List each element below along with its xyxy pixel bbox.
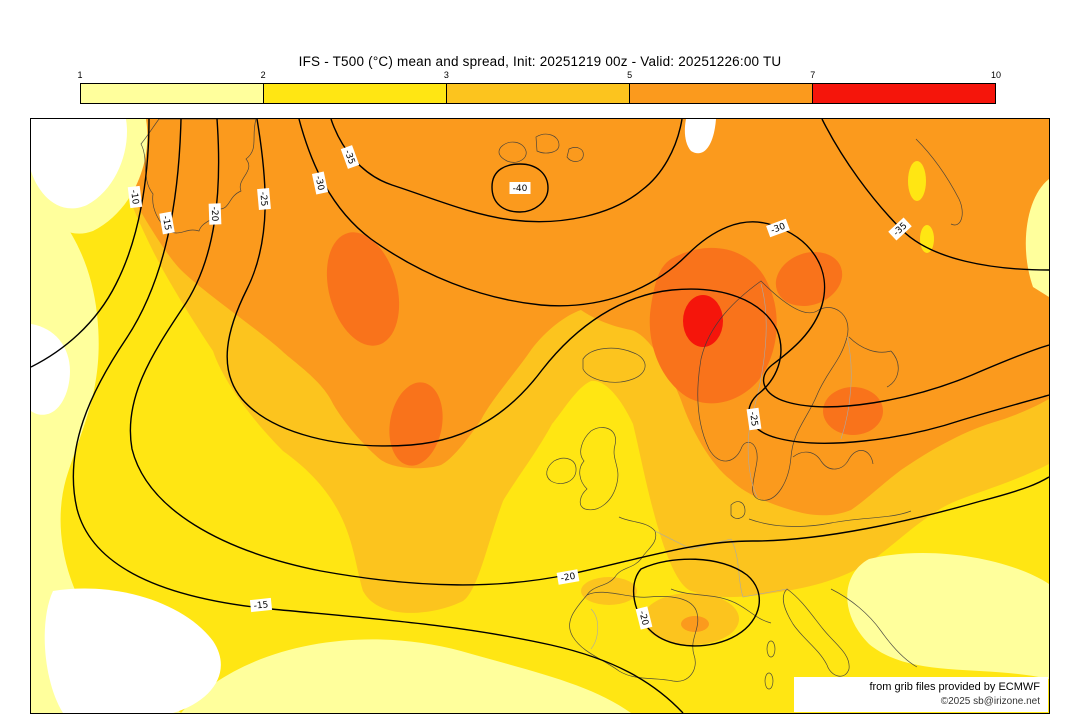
- svg-text:-15: -15: [253, 600, 269, 611]
- contour-minus15: [72, 119, 684, 713]
- colorbar-tick: 3: [443, 70, 449, 80]
- mediterranean-coast: [670, 588, 772, 624]
- contour-minus40-closed: [491, 163, 549, 213]
- low-spread-region: [847, 553, 1049, 679]
- svg-text:-15: -15: [160, 215, 172, 231]
- spread-below-1-regions: [31, 119, 716, 713]
- svg-text:-20: -20: [636, 610, 649, 627]
- greenland-coast: [140, 119, 257, 234]
- contour-label: -10: [127, 185, 143, 209]
- max-spread-red-spot: [683, 295, 723, 347]
- contour-label: -35: [340, 145, 360, 169]
- europe-west-coast: [586, 516, 657, 596]
- country-border: [840, 336, 852, 440]
- colorbar-ticks: 1 2 3 5 7 10: [77, 70, 1001, 83]
- contour-minus10: [31, 119, 150, 368]
- white-region: [44, 588, 221, 713]
- uk-coast: [579, 427, 619, 511]
- italy-coast: [782, 588, 850, 677]
- contour-minus20: [129, 119, 1049, 586]
- colorbar-segment: [629, 84, 812, 103]
- ireland-coast: [546, 457, 577, 484]
- contour-labels-group: -10 -15 -20 -25 -30 -35 -40 -30 -35: [127, 145, 912, 630]
- denmark-coast: [730, 501, 746, 519]
- colorbar-segment: [81, 84, 263, 103]
- high-spread-blob: [326, 232, 400, 346]
- sardinia-coast: [764, 672, 774, 690]
- high-spread-blob: [775, 251, 843, 307]
- svg-text:-25: -25: [257, 191, 268, 207]
- colorbar: 1 2 3 5 7 10: [77, 70, 1001, 104]
- white-region: [684, 119, 716, 154]
- high-spread-blob: [823, 387, 883, 435]
- colorbar-tick: 2: [260, 70, 266, 80]
- map-frame: -10 -15 -20 -25 -30 -35 -40 -30 -35: [30, 118, 1050, 714]
- svg-text:-10: -10: [128, 189, 140, 205]
- country-border: [590, 608, 599, 650]
- svg-text:-20: -20: [560, 572, 576, 584]
- novaya-zemlya-coast: [915, 138, 963, 226]
- colorbar-segment: [263, 84, 446, 103]
- white-region: [31, 119, 127, 209]
- iceland-coast: [582, 347, 646, 383]
- contour-label: -15: [249, 597, 273, 613]
- contour-minus35: [330, 119, 683, 223]
- corsica-coast: [766, 640, 776, 658]
- colorbar-tick: 7: [810, 70, 816, 80]
- contour-label: -20: [635, 606, 653, 630]
- colorbar-tick: 5: [627, 70, 633, 80]
- contour-label: -15: [159, 211, 175, 235]
- low-spread-region: [181, 639, 631, 713]
- white-region: [31, 324, 70, 415]
- svg-text:-40: -40: [513, 184, 528, 194]
- svalbard-coast: [498, 133, 584, 163]
- spread-5-7-region: [91, 119, 1049, 516]
- spread-patch: [920, 225, 934, 253]
- iberia-coast: [569, 591, 699, 682]
- spread-patch: [581, 577, 637, 605]
- spread-fill-layer: [31, 119, 1049, 713]
- baltic-coast: [748, 336, 912, 527]
- contour-label: -25: [257, 188, 271, 210]
- credits-source-line: from grib files provided by ECMWF: [869, 681, 1040, 693]
- colorbar-segment: [812, 84, 995, 103]
- contour-label: -30: [766, 218, 790, 238]
- colorbar-tick: 10: [990, 70, 1002, 80]
- contour-label: -20: [208, 203, 222, 225]
- weather-map: -10 -15 -20 -25 -30 -35 -40 -30 -35: [31, 119, 1049, 713]
- contour-label: -20: [556, 569, 580, 585]
- contour-label: -40: [509, 182, 531, 194]
- svg-text:-25: -25: [747, 411, 759, 427]
- contour-label: -30: [311, 171, 329, 195]
- spread-patch-iberia-core: [681, 616, 709, 632]
- low-spread-region: [1025, 179, 1049, 297]
- svg-text:-30: -30: [770, 222, 787, 237]
- colorbar-segment: [446, 84, 629, 103]
- balkans-coast: [830, 588, 918, 668]
- svg-text:-35: -35: [342, 149, 356, 166]
- spread-patch: [908, 161, 926, 201]
- colorbar-tick: 1: [77, 70, 83, 80]
- country-border: [730, 538, 788, 598]
- scandinavia-coast: [697, 280, 849, 501]
- contour-minus25: [226, 119, 1049, 447]
- contour-label: -25: [746, 407, 762, 431]
- credits: from grib files provided by ECMWF ©2025 …: [794, 677, 1048, 712]
- low-spread-region: [31, 189, 181, 713]
- svg-text:-20: -20: [209, 207, 220, 222]
- colorbar-scale: [80, 83, 996, 104]
- credits-copyright-line: ©2025 sb@irizone.net: [940, 696, 1040, 707]
- coastlines-group: [140, 119, 963, 690]
- page-title: IFS - T500 (°C) mean and spread, Init: 2…: [298, 54, 782, 69]
- svg-text:-30: -30: [313, 175, 326, 192]
